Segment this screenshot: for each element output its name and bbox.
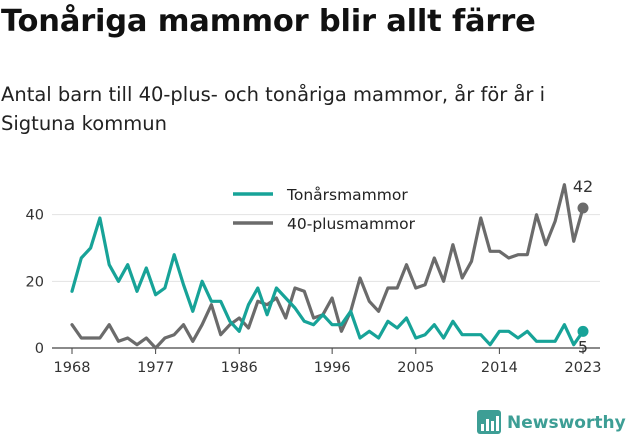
legend-label: Tonårsmammor — [286, 186, 408, 204]
series-line — [72, 185, 583, 348]
brand-name: Newsworthy — [507, 413, 626, 433]
x-tick-label: 2023 — [565, 360, 602, 376]
series-end-point — [578, 203, 589, 214]
x-tick-label: 1977 — [137, 360, 174, 376]
x-tick-label: 1968 — [54, 360, 91, 376]
x-tick-label: 1996 — [314, 360, 351, 376]
x-tick-label: 2005 — [397, 360, 434, 376]
series-end-label: 42 — [573, 177, 593, 196]
y-tick-label: 20 — [26, 274, 44, 290]
bar-chart-icon — [477, 410, 501, 434]
legend: Tonårsmammor 40-plusmammor — [233, 186, 416, 233]
x-tick-label: 2014 — [481, 360, 518, 376]
newsworthy-logo: Newsworthy — [477, 410, 626, 434]
y-tick-label: 40 — [26, 208, 44, 224]
x-tick-label: 1986 — [221, 360, 258, 376]
series-end-label: 5 — [578, 337, 588, 356]
series-end-point — [578, 326, 589, 337]
y-tick-label: 0 — [35, 341, 44, 357]
line-chart: 0 20 40 1968 1977 1986 1996 2005 2014 2023 42 5 To… — [0, 0, 631, 439]
legend-label: 40-plusmammor — [287, 215, 416, 233]
